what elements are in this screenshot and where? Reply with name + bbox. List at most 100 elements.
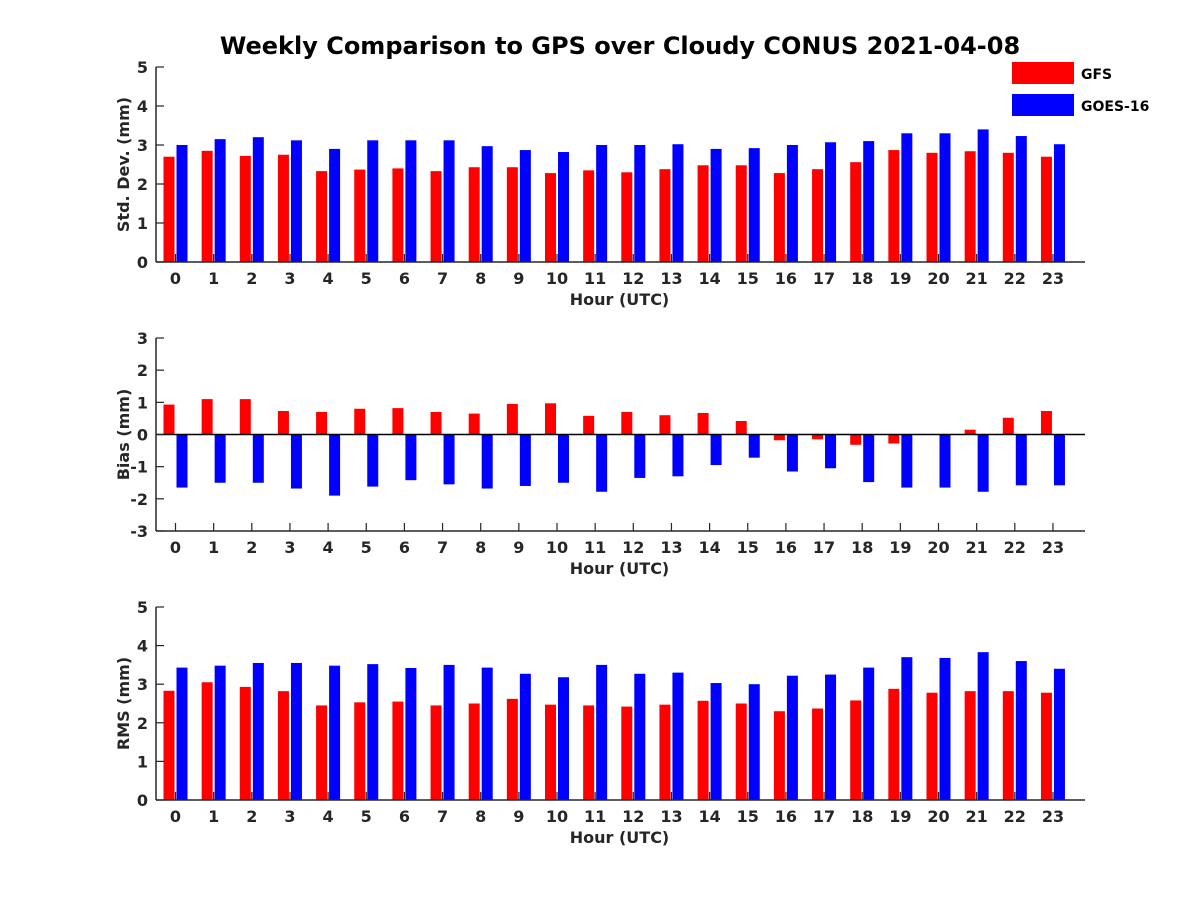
x-tick-label: 9: [513, 538, 524, 557]
bar-gfs-hour-15: [735, 165, 747, 262]
bar-goes-16-hour-15: [748, 148, 760, 262]
bar-gfs-hour-22: [1002, 417, 1014, 435]
y-tick-label: 0: [137, 253, 148, 272]
bar-goes-16-hour-2: [252, 662, 264, 800]
x-tick-label: 21: [966, 538, 988, 557]
bar-gfs-hour-7: [430, 411, 442, 435]
x-tick-label: 21: [966, 807, 988, 826]
x-tick-label: 20: [927, 269, 949, 288]
x-tick-label: 0: [170, 807, 181, 826]
bar-goes-16-hour-14: [710, 434, 722, 466]
x-tick-label: 5: [361, 269, 372, 288]
legend-label-gfs: GFS: [1081, 67, 1112, 83]
x-tick-label: 23: [1042, 538, 1064, 557]
bar-goes-16-hour-1: [214, 434, 226, 483]
bar-gfs-hour-21: [964, 691, 976, 800]
bar-gfs-hour-13: [659, 415, 671, 435]
bar-gfs-hour-5: [354, 702, 366, 800]
bar-gfs-hour-2: [239, 686, 251, 800]
y-tick-label: -2: [130, 490, 148, 509]
bar-goes-16-hour-20: [939, 434, 951, 488]
bar-gfs-hour-3: [277, 691, 289, 800]
bar-goes-16-hour-9: [519, 150, 531, 262]
bar-goes-16-hour-23: [1053, 434, 1065, 486]
x-tick-label: 13: [660, 538, 682, 557]
bar-gfs-hour-1: [201, 399, 213, 435]
legend-swatch-goes-16: [1012, 94, 1074, 116]
x-tick-label: 5: [361, 538, 372, 557]
x-tick-label: 8: [475, 807, 486, 826]
bar-gfs-hour-2: [239, 155, 251, 262]
bar-gfs-hour-5: [354, 169, 366, 262]
bar-gfs-hour-0: [163, 156, 175, 262]
bar-goes-16-hour-18: [863, 667, 875, 800]
y-tick-label: 1: [137, 752, 148, 771]
bar-goes-16-hour-12: [634, 673, 646, 800]
bar-gfs-hour-8: [468, 167, 480, 262]
bar-goes-16-hour-5: [367, 434, 379, 487]
bar-goes-16-hour-1: [214, 139, 226, 262]
bar-gfs-hour-6: [392, 701, 404, 800]
bar-goes-16-hour-10: [558, 152, 569, 262]
x-tick-label: 7: [437, 269, 448, 288]
bar-gfs-hour-9: [506, 403, 518, 435]
x-tick-label: 0: [170, 538, 181, 557]
x-tick-label: 11: [584, 538, 606, 557]
bar-gfs-hour-1: [201, 150, 213, 262]
x-axis-label: Hour (UTC): [570, 828, 670, 847]
x-tick-label: 4: [323, 807, 334, 826]
bar-gfs-hour-11: [583, 170, 595, 262]
bar-goes-16-hour-12: [634, 145, 646, 262]
bar-gfs-hour-17: [812, 169, 824, 262]
bar-gfs-hour-0: [163, 404, 175, 435]
x-tick-label: 15: [737, 538, 759, 557]
chart-title: Weekly Comparison to GPS over Cloudy CON…: [219, 32, 1021, 60]
bar-goes-16-hour-7: [443, 140, 455, 262]
x-tick-label: 10: [546, 807, 568, 826]
y-tick-label: 1: [137, 214, 148, 233]
bar-gfs-hour-6: [392, 168, 404, 262]
bar-gfs-hour-15: [735, 420, 747, 435]
y-axis-label: RMS (mm): [114, 657, 133, 750]
bar-goes-16-hour-20: [939, 133, 951, 262]
y-tick-label: 2: [137, 714, 148, 733]
x-tick-label: 6: [399, 807, 410, 826]
bar-gfs-hour-4: [316, 705, 328, 800]
x-tick-label: 17: [813, 538, 835, 557]
y-tick-label: 4: [137, 637, 148, 656]
x-tick-label: 1: [208, 538, 219, 557]
y-tick-label: 5: [137, 598, 148, 617]
x-tick-label: 18: [851, 807, 873, 826]
bar-goes-16-hour-19: [901, 657, 913, 800]
bar-gfs-hour-20: [926, 152, 938, 262]
bar-gfs-hour-12: [621, 706, 633, 800]
bar-goes-16-hour-11: [596, 664, 608, 800]
bar-gfs-hour-13: [659, 169, 671, 262]
bar-goes-16-hour-23: [1053, 144, 1065, 262]
x-tick-label: 16: [775, 269, 797, 288]
bar-goes-16-hour-5: [367, 664, 379, 800]
x-tick-label: 19: [889, 807, 911, 826]
bar-gfs-hour-9: [506, 698, 518, 800]
x-tick-label: 8: [475, 269, 486, 288]
bar-goes-16-hour-19: [901, 434, 913, 488]
bar-goes-16-hour-21: [977, 652, 989, 800]
y-axis-label: Bias (mm): [114, 389, 133, 481]
bar-goes-16-hour-8: [481, 434, 493, 489]
bar-goes-16-hour-6: [405, 667, 417, 800]
x-tick-label: 22: [1004, 807, 1026, 826]
bar-goes-16-hour-17: [825, 142, 837, 262]
x-tick-label: 18: [851, 538, 873, 557]
y-axis-label: Std. Dev. (mm): [114, 97, 133, 232]
bar-goes-16-hour-4: [329, 148, 341, 262]
bar-goes-16-hour-8: [481, 146, 493, 262]
x-tick-label: 12: [622, 269, 644, 288]
legend: GFS GOES-16: [1012, 62, 1149, 116]
x-tick-label: 19: [889, 538, 911, 557]
bar-goes-16-hour-2: [252, 434, 264, 483]
x-tick-label: 16: [775, 538, 797, 557]
bar-goes-16-hour-20: [939, 657, 951, 800]
bar-goes-16-hour-13: [672, 672, 684, 800]
